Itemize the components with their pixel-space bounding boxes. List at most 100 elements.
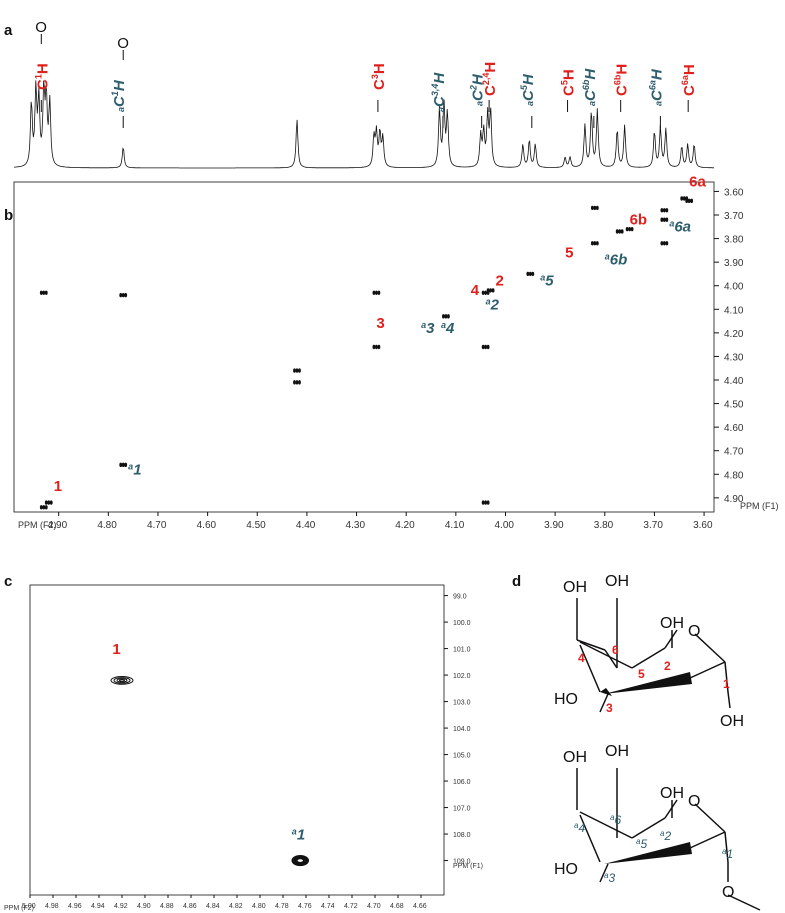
contour [618, 229, 622, 234]
cosy-crosspeak [481, 500, 490, 505]
spectrum-annotation: C1H O [33, 19, 51, 112]
carbon-number: a2 [660, 829, 671, 843]
x-tick-label: 4.78 [275, 903, 289, 910]
contour [486, 500, 490, 505]
bond [579, 814, 601, 863]
contour [687, 198, 691, 204]
contour [113, 677, 131, 684]
panel-b-crosspeaks [39, 196, 694, 510]
contour [295, 368, 299, 373]
contour [620, 229, 624, 234]
y-tick-label: 4.10 [724, 305, 744, 316]
contour [481, 344, 485, 350]
y-tick-label: 4.00 [724, 282, 744, 293]
bond [576, 639, 606, 651]
contour [293, 380, 296, 385]
spectrum-annotation: aC3,4H [430, 72, 448, 128]
contour [484, 500, 488, 505]
contour [528, 271, 532, 277]
panel-b-frame [13, 181, 715, 513]
oh-label: OH [605, 573, 629, 590]
panel-label-d: d [512, 573, 521, 590]
carbon-number: 1 [723, 677, 730, 691]
assignment-label: aC3,4H [430, 72, 448, 112]
glycosidic-oxygen: O [722, 884, 734, 901]
bond [727, 691, 731, 709]
contour [375, 344, 378, 350]
x-tick-label: 4.80 [97, 520, 117, 531]
ring-oxygen: O [688, 623, 700, 640]
contour [47, 500, 51, 505]
y-tick-label: 3.60 [724, 187, 744, 198]
contour [593, 241, 597, 246]
y-tick-label: 104.0 [453, 726, 471, 733]
contour [42, 505, 46, 510]
assignment-label: C2,4H [481, 62, 499, 96]
panel-b-cosy: 3.60 3.70 3.80 3.90 4.00 4.10 4.20 4.30 4.40 4.50… [13, 174, 779, 531]
x-tick-label: 4.94 [91, 903, 105, 910]
panel-c-x-axis: 5.00 4.98 4.96 4.94 4.92 4.90 4.88 4.86 4.84 4.82… [22, 895, 427, 910]
contour [119, 292, 123, 298]
structure-top [576, 598, 731, 713]
x-tick-label: 4.00 [494, 520, 514, 531]
carbon-number: 2 [664, 659, 671, 673]
anomeric-marker: O [35, 19, 47, 36]
contour [119, 462, 123, 468]
panel-d-text: OH OH OH HO OH O 6 4 5 2 3 1 OH OH OH HO… [554, 573, 744, 901]
contour [298, 368, 301, 373]
contour [292, 855, 308, 866]
contour [628, 226, 632, 232]
cosy-crosspeak [119, 462, 128, 468]
assignment-label: aC6aH [647, 68, 665, 106]
cosy-assignment-label: a6b [605, 252, 628, 269]
contour [44, 500, 48, 505]
contour [119, 679, 125, 682]
contour [665, 241, 669, 246]
contour [293, 368, 296, 373]
cosy-crosspeak [39, 290, 48, 295]
contour [294, 856, 307, 865]
panel-label-c: c [4, 573, 12, 590]
carbon-number: a1 [722, 847, 733, 861]
contour [44, 505, 48, 510]
x-tick-label: 4.70 [147, 520, 167, 531]
panel-c-ylabel: PPM (F1) [453, 863, 483, 870]
cosy-assignment-label: 6b [630, 211, 648, 228]
panel-label-a: a [4, 22, 13, 39]
contour [662, 208, 666, 213]
x-tick-label: 4.88 [160, 903, 174, 910]
y-tick-label: 3.90 [724, 258, 744, 269]
contour [124, 462, 128, 468]
contour [375, 290, 378, 295]
contour [660, 241, 664, 246]
hsqc-assignment-label: 1 [112, 641, 120, 658]
oh-label: OH [563, 579, 587, 596]
spectrum-annotation: aC1H O [110, 35, 129, 128]
contour [665, 208, 669, 213]
x-tick-label: 3.70 [643, 520, 663, 531]
contour [593, 205, 597, 211]
y-tick-label: 3.80 [724, 235, 744, 246]
cosy-crosspeak [293, 368, 301, 373]
y-tick-label: 4.70 [724, 447, 744, 458]
cosy-crosspeak [680, 196, 689, 201]
x-tick-label: 4.76 [298, 903, 312, 910]
cosy-crosspeak [625, 226, 634, 232]
carbon-number: 5 [638, 667, 645, 681]
cosy-crosspeak [442, 314, 450, 319]
y-tick-label: 102.0 [453, 673, 471, 680]
x-tick-label: 4.92 [114, 903, 128, 910]
contour [121, 462, 125, 468]
cosy-assignment-label: a3 [421, 320, 435, 337]
x-tick-label: 3.80 [594, 520, 614, 531]
cosy-assignment-label: a2 [486, 296, 500, 313]
x-tick-label: 4.84 [206, 903, 220, 910]
y-tick-label: 106.0 [453, 779, 471, 786]
contour [372, 344, 376, 350]
oh-label: OH [563, 749, 587, 766]
cosy-assignment-label: a4 [441, 320, 455, 337]
panel-b-labels: 1 a1 3 a3 a4 42 a2 a5 5 a6b 6b a6a 6a [54, 174, 707, 495]
bond [631, 817, 666, 839]
carbon-number: 4 [578, 651, 585, 665]
